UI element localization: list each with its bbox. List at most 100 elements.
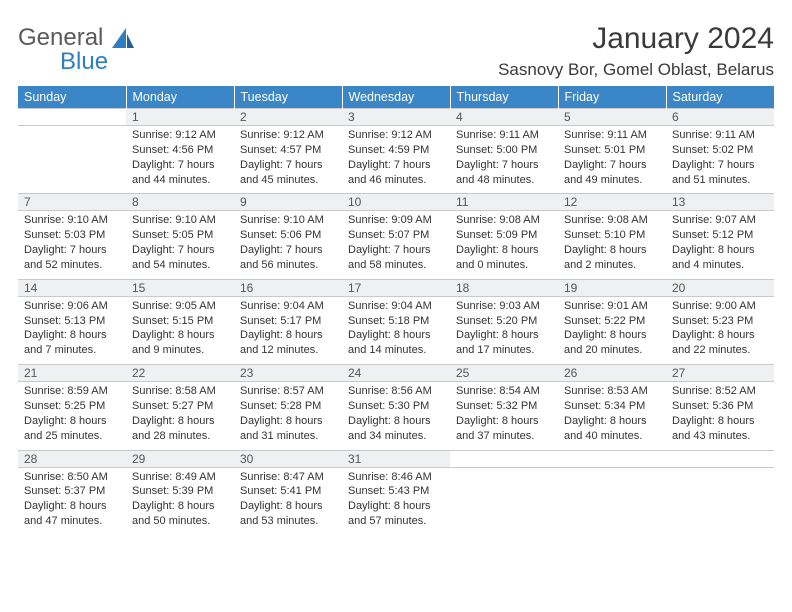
- day-number-row: 28293031: [18, 450, 774, 467]
- daylight-line: Daylight: 8 hours and 31 minutes.: [240, 414, 336, 444]
- sunrise-line: Sunrise: 9:04 AM: [348, 299, 444, 314]
- daylight-line: Daylight: 8 hours and 9 minutes.: [132, 328, 228, 358]
- sunrise-line: Sunrise: 8:46 AM: [348, 470, 444, 485]
- day-content-cell: Sunrise: 8:53 AMSunset: 5:34 PMDaylight:…: [558, 382, 666, 450]
- sunset-line: Sunset: 5:13 PM: [24, 314, 120, 329]
- day-content-cell: Sunrise: 9:07 AMSunset: 5:12 PMDaylight:…: [666, 211, 774, 279]
- sunset-line: Sunset: 5:28 PM: [240, 399, 336, 414]
- day-content-cell: [450, 467, 558, 535]
- day-content-cell: Sunrise: 9:10 AMSunset: 5:05 PMDaylight:…: [126, 211, 234, 279]
- month-title: January 2024: [498, 22, 774, 56]
- sunrise-line: Sunrise: 8:50 AM: [24, 470, 120, 485]
- day-number-row: 123456: [18, 109, 774, 126]
- logo: General Blue: [18, 22, 134, 74]
- day-content-cell: Sunrise: 9:04 AMSunset: 5:18 PMDaylight:…: [342, 296, 450, 364]
- sunrise-line: Sunrise: 9:05 AM: [132, 299, 228, 314]
- sunset-line: Sunset: 5:12 PM: [672, 228, 768, 243]
- sunrise-line: Sunrise: 9:10 AM: [240, 213, 336, 228]
- daylight-line: Daylight: 7 hours and 51 minutes.: [672, 158, 768, 188]
- sunset-line: Sunset: 5:05 PM: [132, 228, 228, 243]
- day-content-cell: Sunrise: 9:11 AMSunset: 5:00 PMDaylight:…: [450, 126, 558, 194]
- sunrise-line: Sunrise: 8:58 AM: [132, 384, 228, 399]
- location: Sasnovy Bor, Gomel Oblast, Belarus: [498, 60, 774, 80]
- day-content-row: Sunrise: 9:06 AMSunset: 5:13 PMDaylight:…: [18, 296, 774, 364]
- sunrise-line: Sunrise: 9:11 AM: [672, 128, 768, 143]
- sunrise-line: Sunrise: 9:12 AM: [240, 128, 336, 143]
- day-number-cell: 13: [666, 194, 774, 211]
- sunrise-line: Sunrise: 9:07 AM: [672, 213, 768, 228]
- day-number-cell: 6: [666, 109, 774, 126]
- day-number-cell: 11: [450, 194, 558, 211]
- day-content-cell: Sunrise: 8:52 AMSunset: 5:36 PMDaylight:…: [666, 382, 774, 450]
- day-content-cell: Sunrise: 9:10 AMSunset: 5:06 PMDaylight:…: [234, 211, 342, 279]
- sunrise-line: Sunrise: 8:54 AM: [456, 384, 552, 399]
- day-number-cell: 27: [666, 365, 774, 382]
- weekday-header: Tuesday: [234, 86, 342, 109]
- day-number-cell: [558, 450, 666, 467]
- title-block: January 2024 Sasnovy Bor, Gomel Oblast, …: [498, 22, 774, 80]
- weekday-header-row: Sunday Monday Tuesday Wednesday Thursday…: [18, 86, 774, 109]
- sunrise-line: Sunrise: 8:59 AM: [24, 384, 120, 399]
- weekday-header: Monday: [126, 86, 234, 109]
- daylight-line: Daylight: 7 hours and 48 minutes.: [456, 158, 552, 188]
- day-number-cell: 15: [126, 279, 234, 296]
- day-number-cell: [666, 450, 774, 467]
- day-number-cell: 17: [342, 279, 450, 296]
- day-number-row: 14151617181920: [18, 279, 774, 296]
- sunset-line: Sunset: 5:41 PM: [240, 484, 336, 499]
- calendar-page: General Blue January 2024 Sasnovy Bor, G…: [0, 0, 792, 545]
- sunset-line: Sunset: 5:17 PM: [240, 314, 336, 329]
- sunset-line: Sunset: 5:09 PM: [456, 228, 552, 243]
- day-content-cell: Sunrise: 9:12 AMSunset: 4:59 PMDaylight:…: [342, 126, 450, 194]
- sunset-line: Sunset: 5:00 PM: [456, 143, 552, 158]
- sunset-line: Sunset: 4:57 PM: [240, 143, 336, 158]
- day-content-cell: [18, 126, 126, 194]
- daylight-line: Daylight: 8 hours and 57 minutes.: [348, 499, 444, 529]
- sunrise-line: Sunrise: 9:10 AM: [132, 213, 228, 228]
- sunset-line: Sunset: 5:23 PM: [672, 314, 768, 329]
- day-content-cell: Sunrise: 8:46 AMSunset: 5:43 PMDaylight:…: [342, 467, 450, 535]
- day-number-cell: 18: [450, 279, 558, 296]
- logo-text-block: General Blue: [18, 26, 108, 74]
- day-content-cell: Sunrise: 9:09 AMSunset: 5:07 PMDaylight:…: [342, 211, 450, 279]
- sunset-line: Sunset: 4:59 PM: [348, 143, 444, 158]
- day-number-cell: 26: [558, 365, 666, 382]
- sunrise-line: Sunrise: 9:03 AM: [456, 299, 552, 314]
- day-number-cell: 23: [234, 365, 342, 382]
- day-number-cell: 14: [18, 279, 126, 296]
- daylight-line: Daylight: 8 hours and 20 minutes.: [564, 328, 660, 358]
- day-number-cell: 9: [234, 194, 342, 211]
- daylight-line: Daylight: 7 hours and 46 minutes.: [348, 158, 444, 188]
- day-number-cell: [18, 109, 126, 126]
- day-content-row: Sunrise: 9:10 AMSunset: 5:03 PMDaylight:…: [18, 211, 774, 279]
- day-number-cell: 29: [126, 450, 234, 467]
- daylight-line: Daylight: 8 hours and 7 minutes.: [24, 328, 120, 358]
- sunrise-line: Sunrise: 9:09 AM: [348, 213, 444, 228]
- sunrise-line: Sunrise: 9:12 AM: [348, 128, 444, 143]
- daylight-line: Daylight: 8 hours and 25 minutes.: [24, 414, 120, 444]
- daylight-line: Daylight: 8 hours and 50 minutes.: [132, 499, 228, 529]
- page-header: General Blue January 2024 Sasnovy Bor, G…: [18, 22, 774, 80]
- sunset-line: Sunset: 5:36 PM: [672, 399, 768, 414]
- weekday-header: Wednesday: [342, 86, 450, 109]
- day-content-row: Sunrise: 8:59 AMSunset: 5:25 PMDaylight:…: [18, 382, 774, 450]
- daylight-line: Daylight: 8 hours and 0 minutes.: [456, 243, 552, 273]
- daylight-line: Daylight: 7 hours and 44 minutes.: [132, 158, 228, 188]
- sunrise-line: Sunrise: 9:08 AM: [456, 213, 552, 228]
- day-number-cell: 8: [126, 194, 234, 211]
- daylight-line: Daylight: 8 hours and 34 minutes.: [348, 414, 444, 444]
- daylight-line: Daylight: 8 hours and 17 minutes.: [456, 328, 552, 358]
- day-content-cell: Sunrise: 9:11 AMSunset: 5:02 PMDaylight:…: [666, 126, 774, 194]
- sunset-line: Sunset: 5:27 PM: [132, 399, 228, 414]
- day-content-cell: Sunrise: 9:04 AMSunset: 5:17 PMDaylight:…: [234, 296, 342, 364]
- daylight-line: Daylight: 8 hours and 4 minutes.: [672, 243, 768, 273]
- sunrise-line: Sunrise: 9:11 AM: [564, 128, 660, 143]
- sunset-line: Sunset: 4:56 PM: [132, 143, 228, 158]
- day-content-row: Sunrise: 8:50 AMSunset: 5:37 PMDaylight:…: [18, 467, 774, 535]
- day-number-cell: 24: [342, 365, 450, 382]
- sunrise-line: Sunrise: 8:47 AM: [240, 470, 336, 485]
- day-number-cell: 22: [126, 365, 234, 382]
- day-number-cell: 28: [18, 450, 126, 467]
- day-content-cell: Sunrise: 9:01 AMSunset: 5:22 PMDaylight:…: [558, 296, 666, 364]
- day-number-cell: 19: [558, 279, 666, 296]
